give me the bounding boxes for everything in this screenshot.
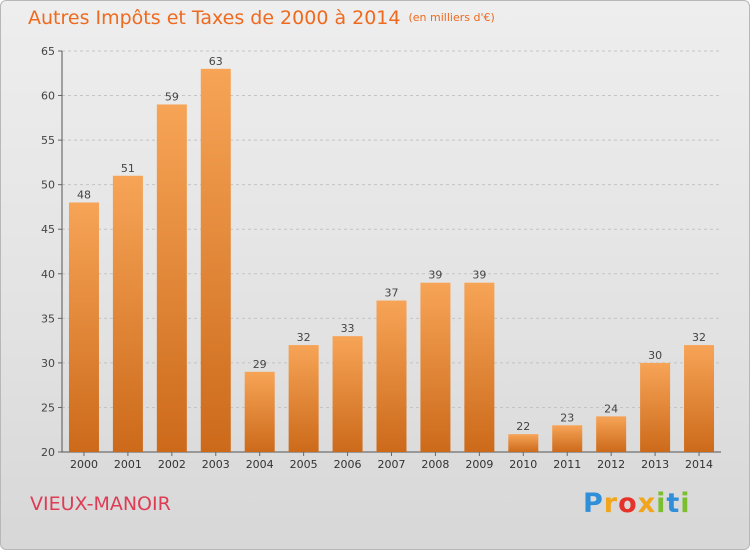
bar (420, 282, 451, 452)
y-tick-label: 55 (41, 134, 55, 147)
bar (508, 434, 539, 452)
bar (288, 345, 319, 452)
chart-title-text: Autres Impôts et Taxes de 2000 à 2014 (28, 7, 401, 29)
chart-unit: (en milliers d'€) (408, 11, 495, 24)
x-tick-label: 2010 (509, 458, 537, 471)
bar (200, 68, 231, 453)
data-label: 23 (560, 411, 574, 424)
data-label: 59 (165, 90, 179, 103)
bar (156, 104, 187, 452)
y-tick-label: 20 (41, 446, 55, 459)
x-tick-label: 2011 (553, 458, 581, 471)
bar (464, 282, 495, 452)
bar (332, 336, 363, 452)
data-label: 48 (77, 188, 91, 201)
bar (244, 371, 275, 452)
y-tick-label: 65 (41, 45, 55, 58)
y-tick-label: 50 (41, 179, 55, 192)
proxiti-logo: Proxiti (583, 488, 691, 519)
data-label: 32 (297, 331, 311, 344)
bar (552, 425, 583, 452)
x-tick-label: 2004 (246, 458, 274, 471)
data-label: 30 (648, 349, 662, 362)
y-tick-label: 60 (41, 90, 55, 103)
x-tick-label: 2008 (421, 458, 449, 471)
data-label: 33 (341, 322, 355, 335)
x-tick-label: 2009 (465, 458, 493, 471)
x-tick-label: 2005 (290, 458, 318, 471)
x-tick-label: 2012 (597, 458, 625, 471)
commune-name: VIEUX-MANOIR (30, 493, 171, 515)
data-label: 39 (472, 269, 486, 282)
x-tick-label: 2007 (378, 458, 406, 471)
bar (596, 416, 627, 452)
data-label: 29 (253, 358, 267, 371)
x-tick-label: 2001 (114, 458, 142, 471)
data-label: 37 (385, 287, 399, 300)
data-label: 32 (692, 331, 706, 344)
bar (68, 202, 99, 452)
x-tick-label: 2006 (334, 458, 362, 471)
x-tick-label: 2003 (202, 458, 230, 471)
bar (684, 345, 715, 452)
data-label: 22 (516, 420, 530, 433)
x-tick-label: 2000 (70, 458, 98, 471)
x-tick-label: 2002 (158, 458, 186, 471)
data-label: 63 (209, 55, 223, 68)
data-label: 51 (121, 162, 135, 175)
y-tick-label: 45 (41, 223, 55, 236)
bar (112, 175, 143, 452)
bar (376, 300, 407, 452)
y-tick-label: 40 (41, 268, 55, 281)
x-tick-label: 2013 (641, 458, 669, 471)
data-label: 39 (428, 269, 442, 282)
y-tick-label: 35 (41, 312, 55, 325)
chart-title: Autres Impôts et Taxes de 2000 à 2014 (en… (28, 7, 495, 29)
y-tick-label: 30 (41, 357, 55, 370)
x-tick-label: 2014 (685, 458, 713, 471)
data-label: 24 (604, 402, 618, 415)
y-tick-label: 25 (41, 401, 55, 414)
bar (640, 362, 671, 452)
